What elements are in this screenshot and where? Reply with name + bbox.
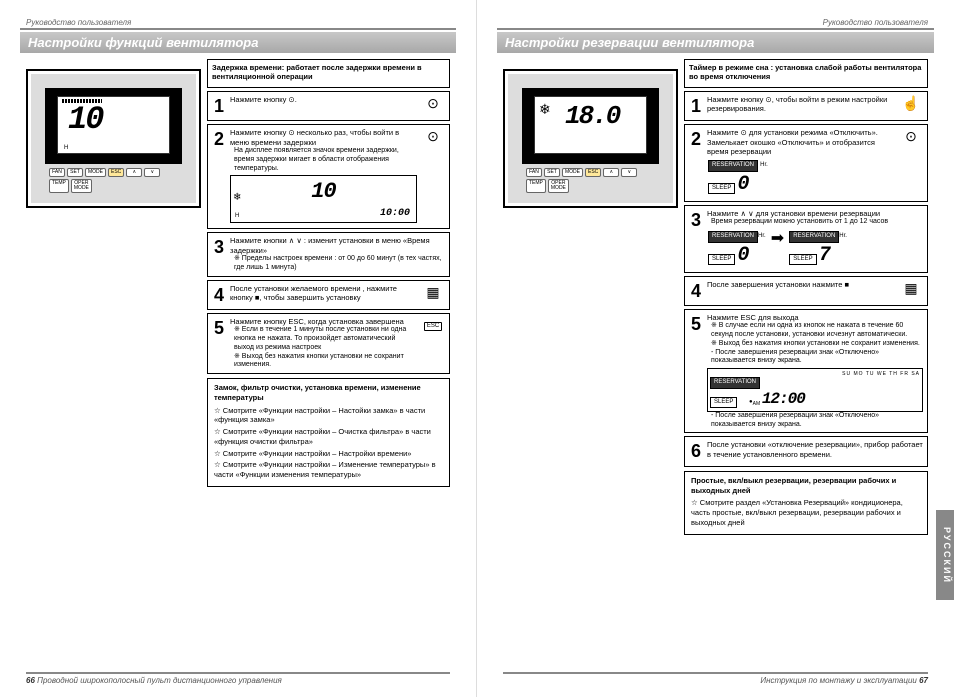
btn-fan[interactable]: FAN [49,168,65,177]
lcd-screen: ❄ 18.0 [534,96,647,154]
page-right: Руководство пользователя Настройки резер… [477,0,954,697]
set-icon: ▦ [899,280,923,303]
page-left: Руководство пользователя Настройки функц… [0,0,477,697]
btn-esc[interactable]: ESC [108,168,124,177]
snowflake-icon: ❄ [539,101,551,118]
btn-oper[interactable]: OPERMODE [548,179,569,193]
mini-display: 10 10:00 H ❄ [230,175,417,223]
btn-up[interactable]: ∧ [126,168,142,177]
btn-esc[interactable]: ESC [585,168,601,177]
step-5: 5 Нажмите кнопку ESC, когда установка за… [207,313,450,374]
section-title-left: Настройки функций вентилятора [20,32,456,53]
intro-box: Таймер в режиме сна : установка слабой р… [684,59,928,88]
set-icon: ▦ [421,284,445,307]
btn-mode[interactable]: MODE [562,168,583,177]
btn-temp[interactable]: TEMP [526,179,546,193]
lcd-screen: 10 H [57,96,170,154]
btn-fan[interactable]: FAN [526,168,542,177]
section-title-right: Настройки резервации вентилятора [497,32,934,53]
step-2: 2 Нажмите кнопку ⊙ несколько раз, чтобы … [207,124,450,229]
btn-set[interactable]: SET [67,168,83,177]
page-spread: Руководство пользователя Настройки функц… [0,0,954,697]
btn-mode[interactable]: MODE [85,168,106,177]
button-panel: FAN SET MODE ESC ∧ ∨ TEMP OPERMODE [45,164,182,197]
esc-icon: ESC [421,317,445,370]
reservation-panel: RESERVATION Hr. SLEEP 0 [708,159,768,197]
step-1: 1 Нажмите кнопку ⊙, чтобы войти в режим … [684,91,928,122]
btn-temp[interactable]: TEMP [49,179,69,193]
lcd-temperature: 10 [68,101,102,138]
remote-device-right: ❄ 18.0 FAN SET MODE ESC ∧ ∨ TEMP OPERMOD… [503,69,678,208]
reservation-panel-after: RESERVATIONHr. SLEEP 7 [789,230,847,268]
clock-icon: ⊙ [421,128,445,225]
language-tab: РУССКИЙ [936,510,954,600]
hand-icon: ☝ [899,95,923,118]
step-4: 4 После установки желаемого времени , на… [207,280,450,311]
button-panel: FAN SET MODE ESC ∧ ∨ TEMP OPERMODE [522,164,659,197]
intro-box: Задержка времени: работает после задержк… [207,59,450,88]
step-4: 4 После завершения установки нажмите ■ ▦ [684,276,928,307]
btn-set[interactable]: SET [544,168,560,177]
clock-icon: ⊙ [421,95,445,118]
clock-display: SU MO TU WE TH FR SA RESERVATION SLEEP ●… [707,368,923,412]
reservation-panel-before: RESERVATIONHr. SLEEP 0 [708,230,766,268]
step-1: 1 Нажмите кнопку ⊙. ⊙ [207,91,450,122]
btn-down[interactable]: ∨ [144,168,160,177]
btn-down[interactable]: ∨ [621,168,637,177]
btn-oper[interactable]: OPERMODE [71,179,92,193]
remote-device-left: 10 H FAN SET MODE ESC ∧ ∨ TEMP OPERMODE [26,69,201,208]
header-guide-left: Руководство пользователя [26,18,450,27]
note-box-right: Простые, вкл/выкл резервации, резервации… [684,471,928,535]
clock-icon: ⊙ [899,128,923,198]
footer-right: Инструкция по монтажу и эксплуатации 67 [503,672,928,685]
step-3: 3 Нажмите кнопки ∧ ∨ : изменит установки… [207,232,450,276]
header-guide-right: Руководство пользователя [503,18,928,27]
step-3: 3 Нажмите ∧ ∨ для установки времени резе… [684,205,928,273]
step-5: 5 Нажмите ESC для выхода ※ В случае если… [684,309,928,433]
footer-left: 66 Проводной широкополосный пульт дистан… [26,672,450,685]
arrow-right-icon: ➡ [771,229,784,249]
step-6: 6 После установки «отключение резервации… [684,436,928,467]
btn-up[interactable]: ∧ [603,168,619,177]
step-2: 2 Нажмите ⊙ для установки режима «Отключ… [684,124,928,202]
note-box-left: Замок, фильтр очистки, установка времени… [207,378,450,487]
lcd-temperature: 18.0 [565,101,619,131]
